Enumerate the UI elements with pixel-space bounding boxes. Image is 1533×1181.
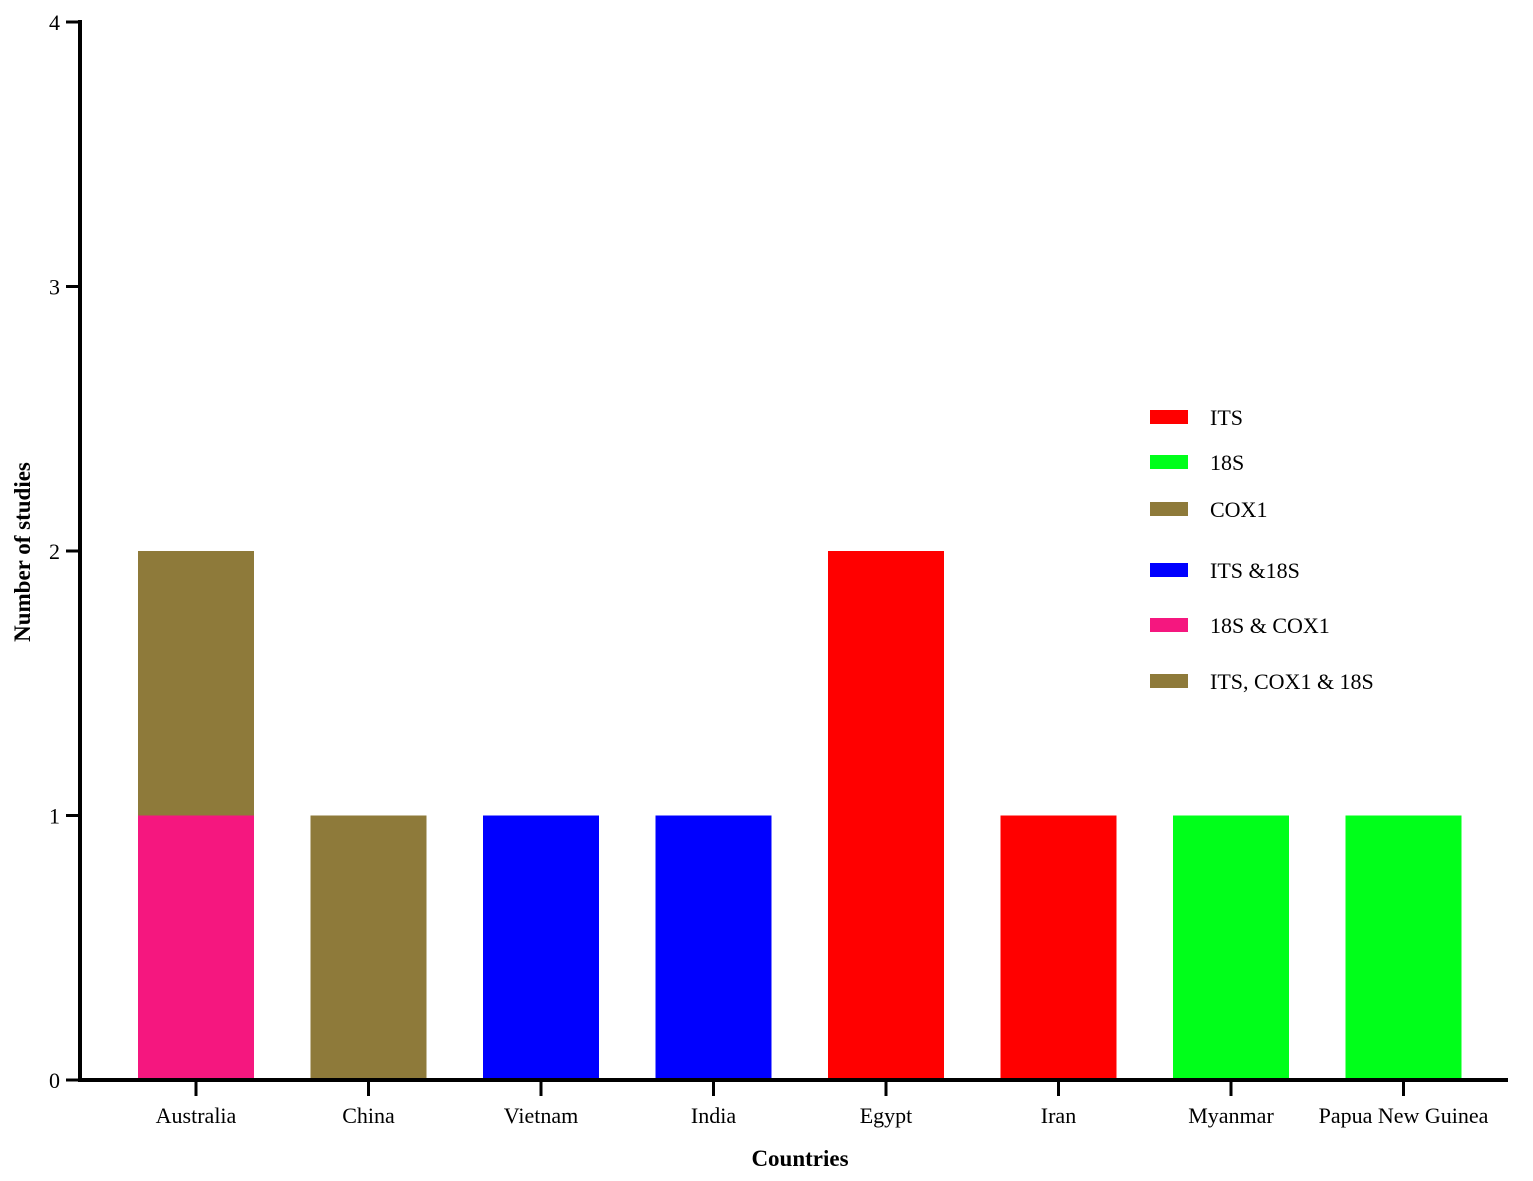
legend-label-its: ITS [1210,405,1243,430]
legend-label-its-cox1-18s: ITS, COX1 & 18S [1210,669,1374,694]
x-tick-label-india: India [691,1103,736,1128]
y-axis-title: Number of studies [10,462,35,642]
x-tick-label-china: China [342,1103,395,1128]
bar-papua-new-guinea-18s [1345,815,1462,1080]
y-tick-label-1: 1 [49,804,60,829]
x-tick-label-papua-new-guinea: Papua New Guinea [1319,1103,1489,1128]
legend-swatch-its-18s [1150,563,1188,577]
x-ticks-group: Australia China Vietnam India Egypt Iran Myanm… [156,1080,1489,1128]
x-axis-title: Countries [751,1146,848,1171]
legend-label-cox1: COX1 [1210,497,1267,522]
bar-egypt-its [828,551,944,1080]
bar-australia-cox1 [138,551,254,816]
y-ticks-group: 0 1 2 3 4 [49,10,80,1093]
bar-iran-its [1000,815,1117,1080]
x-tick-label-myanmar: Myanmar [1188,1103,1274,1128]
y-tick-label-4: 4 [49,10,60,35]
legend-label-18s-cox1: 18S & COX1 [1210,613,1330,638]
legend: ITS 18S COX1 ITS &18S 18S & COX1 ITS, COX1 & … [1150,405,1374,694]
x-tick-label-iran: Iran [1041,1103,1076,1128]
bar-vietnam-its-18s [483,815,599,1080]
bars-group [138,551,1462,1080]
legend-swatch-cox1 [1150,502,1188,516]
x-tick-label-vietnam: Vietnam [504,1103,578,1128]
y-tick-label-2: 2 [49,539,60,564]
y-tick-label-0: 0 [49,1068,60,1093]
legend-swatch-its-cox1-18s [1150,674,1188,688]
bar-australia-18s-cox1 [138,815,254,1080]
legend-label-its-18s: ITS &18S [1210,558,1300,583]
legend-swatch-its [1150,410,1188,424]
axes-group [78,20,1508,1082]
x-tick-label-egypt: Egypt [860,1103,913,1128]
legend-swatch-18s-cox1 [1150,618,1188,632]
y-tick-label-3: 3 [49,275,60,300]
bar-myanmar-18s [1173,815,1289,1080]
bar-china-cox1 [310,815,427,1080]
legend-swatch-18s [1150,455,1188,469]
x-tick-label-australia: Australia [156,1103,237,1128]
bar-india-its-18s [655,815,772,1080]
legend-label-18s: 18S [1210,450,1244,475]
